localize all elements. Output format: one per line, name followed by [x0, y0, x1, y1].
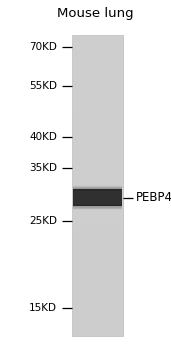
Bar — [72, 110, 123, 115]
Bar — [72, 55, 123, 60]
Text: 70KD: 70KD — [29, 42, 57, 52]
Bar — [72, 205, 123, 211]
Bar — [72, 251, 123, 256]
Bar — [72, 281, 123, 286]
Bar — [72, 181, 123, 186]
Text: 25KD: 25KD — [29, 216, 57, 225]
Bar — [72, 170, 123, 175]
Bar — [72, 166, 123, 170]
Bar — [72, 70, 123, 75]
Bar — [73, 205, 122, 208]
Bar — [72, 241, 123, 246]
Bar — [73, 204, 122, 206]
Bar — [72, 316, 123, 321]
Bar — [72, 321, 123, 326]
Text: 55KD: 55KD — [29, 81, 57, 91]
Bar — [72, 80, 123, 85]
Bar — [72, 266, 123, 271]
Bar — [72, 201, 123, 205]
Bar — [72, 120, 123, 125]
Bar — [72, 311, 123, 316]
Text: 15KD: 15KD — [29, 303, 57, 313]
Bar — [72, 100, 123, 105]
Bar — [72, 220, 123, 226]
Bar — [72, 50, 123, 55]
Bar — [73, 204, 122, 207]
Bar — [72, 105, 123, 110]
Bar — [73, 187, 122, 190]
Bar — [72, 296, 123, 301]
Bar — [73, 187, 122, 189]
Bar — [73, 186, 122, 188]
Bar — [72, 216, 123, 220]
Bar — [72, 135, 123, 140]
Bar — [72, 231, 123, 236]
Bar — [72, 276, 123, 281]
Bar — [72, 150, 123, 155]
Bar — [72, 286, 123, 291]
Bar — [72, 331, 123, 336]
Bar — [72, 115, 123, 120]
Bar — [72, 196, 123, 201]
Bar — [72, 40, 123, 45]
Bar — [73, 206, 122, 209]
Bar — [72, 190, 123, 196]
Bar — [73, 189, 122, 206]
Bar — [72, 35, 123, 40]
Bar — [72, 186, 123, 190]
Bar — [72, 326, 123, 331]
Bar — [72, 45, 123, 50]
Text: 40KD: 40KD — [29, 132, 57, 141]
Bar — [72, 95, 123, 100]
Bar — [72, 246, 123, 251]
Bar — [72, 75, 123, 80]
Bar — [73, 208, 122, 210]
Bar — [72, 130, 123, 135]
Bar — [72, 211, 123, 216]
Bar — [72, 60, 123, 65]
Bar — [72, 65, 123, 70]
Bar — [72, 160, 123, 166]
Bar — [72, 85, 123, 90]
Bar — [72, 226, 123, 231]
Bar — [72, 140, 123, 145]
Bar — [73, 189, 122, 191]
Bar — [73, 185, 122, 187]
Bar — [72, 306, 123, 311]
Text: Mouse lung: Mouse lung — [57, 7, 134, 21]
Bar — [72, 261, 123, 266]
Bar — [72, 175, 123, 181]
Bar — [72, 256, 123, 261]
Bar — [72, 301, 123, 306]
Bar — [72, 291, 123, 296]
Bar — [73, 188, 122, 191]
Text: 35KD: 35KD — [29, 163, 57, 173]
Text: PEBP4: PEBP4 — [136, 191, 171, 204]
Bar — [72, 35, 123, 336]
Bar — [72, 90, 123, 95]
Bar — [72, 155, 123, 160]
Bar — [72, 125, 123, 130]
Bar — [72, 236, 123, 241]
Bar — [73, 207, 122, 209]
Bar — [72, 271, 123, 276]
Bar — [72, 145, 123, 150]
